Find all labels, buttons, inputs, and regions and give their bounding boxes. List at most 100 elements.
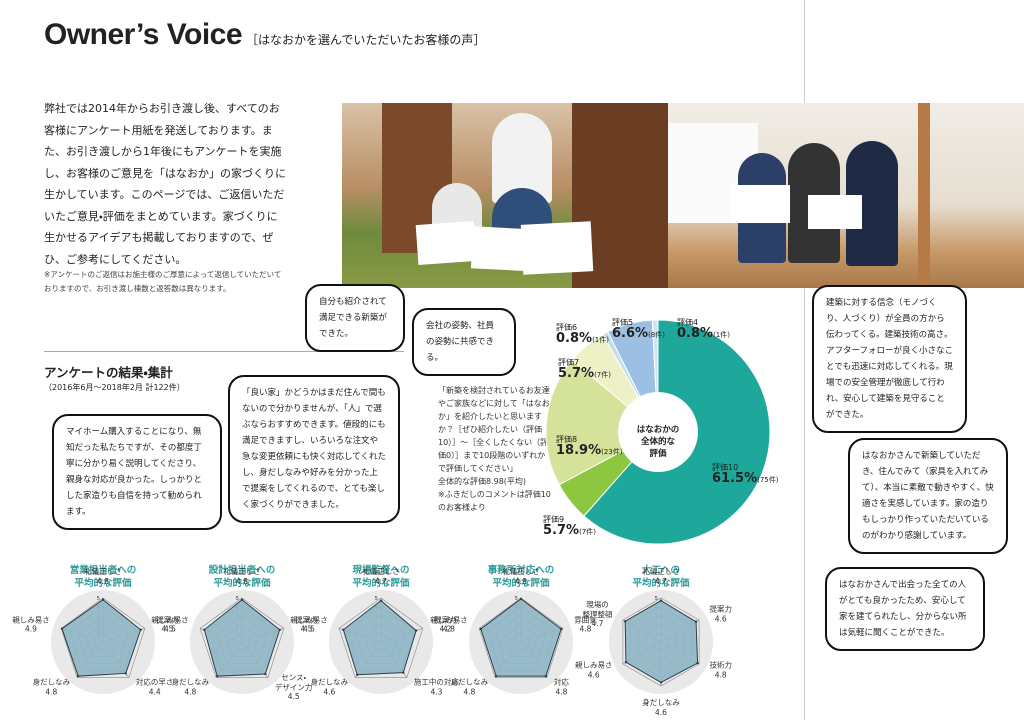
radar-axis-label: 対応の早さ 4.4	[136, 678, 174, 697]
axis-name: 現場の 整理整頓	[582, 599, 613, 619]
radar-axis-label: 礼儀正しさ 4.8	[223, 567, 261, 586]
radar-vertex	[76, 674, 80, 678]
radar-tick-label: 5	[236, 596, 240, 602]
divider	[44, 351, 404, 352]
pie-label-row: 61.5%(75件)	[712, 472, 779, 486]
page-title: Owner’s Voice	[44, 18, 243, 51]
axis-name: センス・ デザイン力	[274, 673, 313, 692]
axis-name: 提案力	[156, 615, 179, 625]
radar-vertex	[60, 627, 64, 630]
radar-vertex	[342, 628, 345, 631]
axis-name: 親しみ易さ	[430, 615, 468, 625]
axis-name: 身だしなみ	[642, 698, 680, 707]
axis-value: 4.6	[655, 707, 667, 717]
survey-question: 「新築を検討されているお友達やご家族などに対して「はなおか」を紹介したいと思いま…	[438, 384, 552, 514]
radar-vertex	[356, 673, 359, 676]
value-label: 0.8%	[677, 326, 714, 341]
radar-vertex	[623, 620, 627, 623]
value-label: 5.7%	[558, 366, 595, 381]
radar-vertex	[544, 674, 548, 678]
radar-title: 設計担当者への 平均的な評価	[208, 565, 276, 589]
pie-label-row: 評価7	[558, 357, 611, 368]
radar-axis-label: 身だしなみ 4.6	[311, 678, 349, 697]
axis-value: 4.5	[161, 624, 174, 634]
axis-value: 4.7	[591, 618, 604, 628]
radar-axis-label: 身だしなみ 4.8	[33, 678, 71, 697]
radar-vertex	[203, 628, 206, 631]
radar-axis-label: 技術力 4.8	[709, 661, 732, 680]
radar-axis-label: 親しみ易さ 4.5	[290, 615, 328, 634]
pie-label-row: 評価10	[712, 462, 778, 473]
pie-label-row: 0.8%(1件)	[677, 326, 730, 341]
category-label: 評価7	[558, 358, 580, 367]
radar-area	[480, 598, 562, 677]
radar-title: 大工への 平均的な評価	[632, 565, 690, 589]
radar-area	[203, 599, 281, 677]
radar-tick-label: 5	[97, 596, 101, 602]
radar-area	[61, 599, 142, 677]
intro-text: 弊社では2014年からお引き渡し後、すべてのお客様にアンケート用紙を発送しており…	[44, 102, 286, 266]
axis-name: 礼儀正しさ	[362, 567, 400, 576]
axis-name: 身だしなみ	[32, 677, 71, 687]
axis-value: 4.8	[443, 624, 455, 634]
radar-axis-label: 礼儀正しさ 4.8	[84, 567, 122, 586]
axis-name: 対応	[553, 677, 569, 687]
comment-bubble: はなおかさんで新築していただき、住んでみて（家具を入れてみて）、本当に素敵で動き…	[848, 438, 1008, 554]
axis-name: 礼儀正しさ	[84, 567, 122, 576]
count-label: (75件)	[757, 476, 779, 484]
radar-tick-label: 5	[515, 596, 519, 602]
radar-axis-label: センス・ デザイン力 4.5	[275, 673, 313, 702]
axis-value: 4.5	[300, 624, 313, 634]
axis-value: 4.8	[579, 624, 592, 634]
radar-axis-label: 施工中の対応 4.3	[414, 678, 459, 697]
pie-label: 評価7 5.7%(7件)	[558, 357, 611, 381]
axis-name: 身だしなみ	[450, 677, 489, 687]
count-label: (7件)	[594, 371, 611, 379]
radar-vertex	[215, 674, 219, 678]
radar-vertex	[379, 599, 383, 602]
count-label: (23件)	[601, 448, 623, 456]
radar-title: 現場監督への 平均的な評価	[352, 565, 410, 589]
radar-tick-label: 5	[375, 596, 379, 602]
value-label: 6.6%	[612, 326, 649, 341]
axis-value: 4.5	[303, 624, 315, 634]
pie-label: 評価6 0.8%(1件)	[556, 322, 609, 346]
axis-value: 4.8	[184, 687, 197, 697]
count-label: (1件)	[592, 336, 609, 344]
value-label: 0.8%	[556, 331, 593, 346]
pie-label: 評価5 6.6%(8件)	[612, 317, 665, 341]
axis-name: 親しみ易さ	[151, 615, 189, 625]
radar-axis-label: 親しみ易さ 4.6	[575, 661, 613, 680]
radar-area	[342, 599, 417, 676]
page-fold	[804, 0, 805, 720]
category-label: 評価6	[556, 323, 578, 332]
axis-value: 4.5	[164, 624, 176, 634]
comment-bubble: 自分も紹介されて満足できる新築ができた。	[305, 284, 405, 352]
pie-label-row: 評価6	[556, 322, 609, 333]
pie-label-row: 評価4	[677, 317, 730, 328]
radar-grid-ring	[199, 597, 285, 678]
radar-vertex	[101, 598, 105, 601]
pie-center-label: はなおかの 全体的な 評価	[636, 425, 680, 459]
axis-name: 施工中の対応	[413, 677, 459, 687]
axis-name: 提案力	[709, 604, 732, 614]
radar-vertex	[494, 674, 498, 678]
average-text: 全体的な評価8.98(平均)	[438, 477, 527, 486]
pie-label: 評価9 5.7%(7件)	[543, 514, 596, 538]
radar-vertex	[694, 620, 698, 623]
radar-tick-label: 5	[655, 596, 659, 602]
radar-vertex	[519, 597, 523, 601]
radar-vertex	[624, 661, 628, 664]
axis-value: 4.8	[714, 670, 727, 679]
axis-value: 4.5	[287, 692, 300, 702]
axis-name: 提案力	[295, 615, 318, 625]
page-subtitle: ［はなおかを選んでいただいたお客様の声］	[246, 33, 486, 47]
pie-label-row: 18.9%(23件)	[556, 444, 623, 458]
radar-axis-label: 提案力 4.5	[295, 615, 318, 634]
radar-axis-label: 親しみ易さ 4.9	[12, 615, 50, 634]
comment-bubble: マイホーム購入することになり、無知だった私たちですが、その都度丁寧に分かり易く説…	[52, 414, 222, 530]
radar-vertex	[264, 672, 267, 676]
category-label: 評価9	[543, 515, 565, 524]
pie-label-row: 評価5	[612, 317, 665, 328]
